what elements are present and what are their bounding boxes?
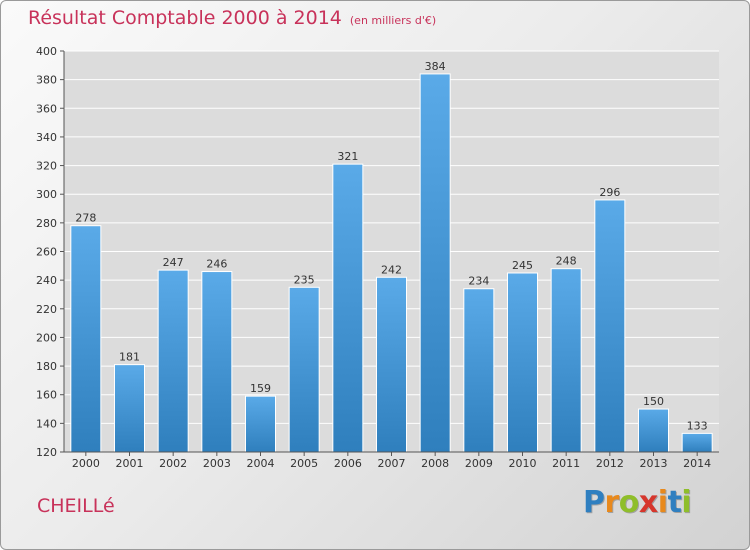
bar	[681, 432, 713, 453]
value-label: 384	[425, 60, 446, 73]
x-tick-label: 2005	[290, 457, 318, 470]
y-tick-label: 260	[36, 246, 57, 259]
value-label: 235	[294, 273, 315, 286]
value-label: 246	[206, 258, 227, 271]
y-tick-label: 120	[36, 446, 57, 459]
y-tick-label: 340	[36, 131, 57, 144]
bar	[157, 269, 189, 453]
proxiti-logo: Proxiti	[583, 485, 692, 520]
bar	[507, 272, 538, 453]
bar	[638, 408, 669, 453]
value-label: 296	[599, 186, 620, 199]
y-tick-label: 300	[36, 188, 57, 201]
bar	[419, 73, 451, 453]
x-tick-label: 2012	[596, 457, 624, 470]
logo-letter: o	[618, 485, 640, 520]
y-tick-label: 280	[36, 217, 57, 230]
x-tick-label: 2000	[72, 457, 100, 470]
value-label: 150	[643, 395, 664, 408]
value-labels: 278 181 247 246 159 235 321 242 384 234 245 248 296 1…	[75, 60, 707, 432]
y-tick-label: 380	[36, 74, 57, 87]
bar	[288, 286, 320, 453]
value-label: 181	[119, 351, 140, 364]
chart-title-main: Résultat Comptable 2000 à 2014	[28, 7, 342, 29]
value-label: 133	[687, 419, 708, 432]
logo-letter: i	[681, 485, 692, 520]
logo-letter: t	[667, 485, 682, 520]
bar	[70, 225, 102, 453]
value-label: 248	[556, 255, 577, 268]
y-tick-label: 360	[36, 102, 57, 115]
x-tick-label: 2003	[203, 457, 231, 470]
x-tick-label: 2008	[421, 457, 449, 470]
y-tick-label: 200	[36, 331, 57, 344]
y-tick-label: 220	[36, 303, 57, 316]
bars	[70, 73, 713, 453]
y-tick-label: 180	[36, 360, 57, 373]
y-tick-label: 320	[36, 160, 57, 173]
value-label: 234	[468, 275, 489, 288]
logo-letter: r	[604, 485, 620, 520]
y-tick-label: 160	[36, 389, 57, 402]
x-tick-label: 2010	[509, 457, 537, 470]
logo-letter: x	[638, 485, 658, 520]
chart-title: Résultat Comptable 2000 à 2014 (en millie…	[28, 7, 436, 29]
x-tick-label: 2009	[465, 457, 493, 470]
x-tick-label: 2011	[552, 457, 580, 470]
bar	[463, 288, 495, 453]
x-tick-label: 2006	[334, 457, 362, 470]
value-label: 159	[250, 382, 271, 395]
bar	[114, 364, 145, 453]
y-tick-label: 240	[36, 274, 57, 287]
y-tick-label: 140	[36, 417, 57, 430]
commune-name: CHEILLé	[37, 495, 115, 517]
y-tick-label: 400	[36, 45, 57, 58]
bar	[550, 268, 582, 453]
x-tick-label: 2004	[247, 457, 275, 470]
bar	[201, 271, 233, 453]
x-tick-label: 2014	[683, 457, 711, 470]
bar	[594, 199, 626, 453]
chart-title-unit: (en milliers d'€)	[349, 14, 437, 27]
y-axis: 120 140 160 180 200 220 240 260 280 300 320 340 360 3…	[36, 45, 65, 459]
x-tick-label: 2013	[640, 457, 668, 470]
value-label: 278	[75, 212, 96, 225]
bar	[245, 395, 276, 453]
value-label: 242	[381, 263, 402, 276]
bar	[332, 163, 364, 453]
x-tick-label: 2007	[378, 457, 406, 470]
value-label: 245	[512, 259, 533, 272]
logo-letter: i	[657, 485, 668, 520]
x-tick-label: 2001	[116, 457, 144, 470]
x-axis: 2000 2001 2002 2003 2004 2005 2006 2007 2008 2009…	[64, 451, 719, 470]
bar	[376, 276, 407, 453]
value-label: 321	[337, 150, 358, 163]
logo-letter: P	[583, 485, 605, 520]
x-tick-label: 2002	[159, 457, 187, 470]
value-label: 247	[163, 256, 184, 269]
